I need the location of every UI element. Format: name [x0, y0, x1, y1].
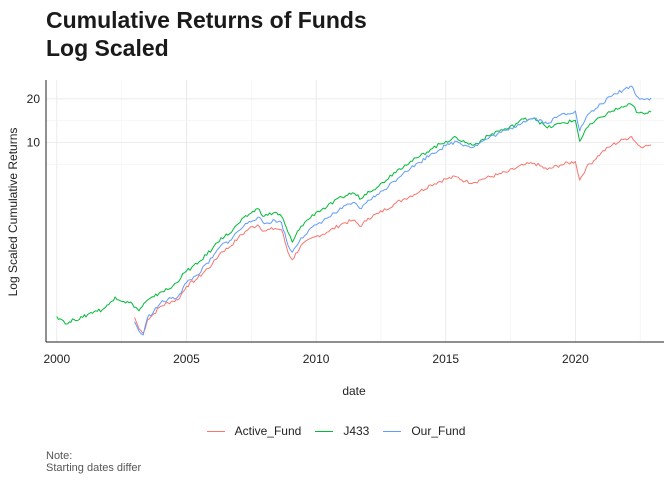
- x-axis-title: date: [342, 384, 366, 398]
- x-tick-label: 2000: [43, 352, 70, 366]
- legend-label-our-fund: Our_Fund: [411, 424, 466, 438]
- axes: [45, 80, 664, 343]
- y-tick-label: 10: [27, 136, 41, 150]
- legend-label-active-fund: Active_Fund: [234, 424, 302, 438]
- legend-item-active-fund: Active_Fund: [206, 424, 302, 438]
- y-axis-title: Log Scaled Cumulative Returns: [6, 128, 20, 297]
- legend: Active_Fund J433 Our_Fund: [0, 424, 672, 438]
- chart-title: Cumulative Returns of Funds Log Scaled: [46, 6, 367, 62]
- legend-item-j433: J433: [315, 424, 369, 438]
- chart-title-line-2: Log Scaled: [46, 35, 169, 61]
- x-tick-label: 2020: [562, 352, 589, 366]
- y-tick-label: 20: [27, 92, 41, 106]
- series-line-j433: [56, 103, 652, 325]
- tick-labels: 2000 2005 2010 2015 2020 10 20: [27, 92, 589, 366]
- legend-item-our-fund: Our_Fund: [383, 424, 465, 438]
- note-text: Starting dates differ: [46, 462, 142, 474]
- legend-key-our-fund: [383, 430, 402, 432]
- grid-lines: [46, 80, 664, 342]
- legend-key-active-fund: [206, 430, 225, 432]
- x-tick-label: 2015: [432, 352, 459, 366]
- x-tick-label: 2010: [303, 352, 330, 366]
- legend-label-j433: J433: [343, 424, 370, 438]
- x-tick-label: 2005: [173, 352, 200, 366]
- legend-key-j433: [315, 430, 334, 432]
- series-line-active-fund: [134, 136, 652, 335]
- caption-note: Note: Starting dates differ: [46, 450, 141, 474]
- note-label: Note:: [46, 450, 73, 462]
- series-layer: [56, 85, 652, 336]
- chart-title-line-1: Cumulative Returns of Funds: [46, 7, 367, 33]
- series-line-our-fund: [134, 85, 652, 336]
